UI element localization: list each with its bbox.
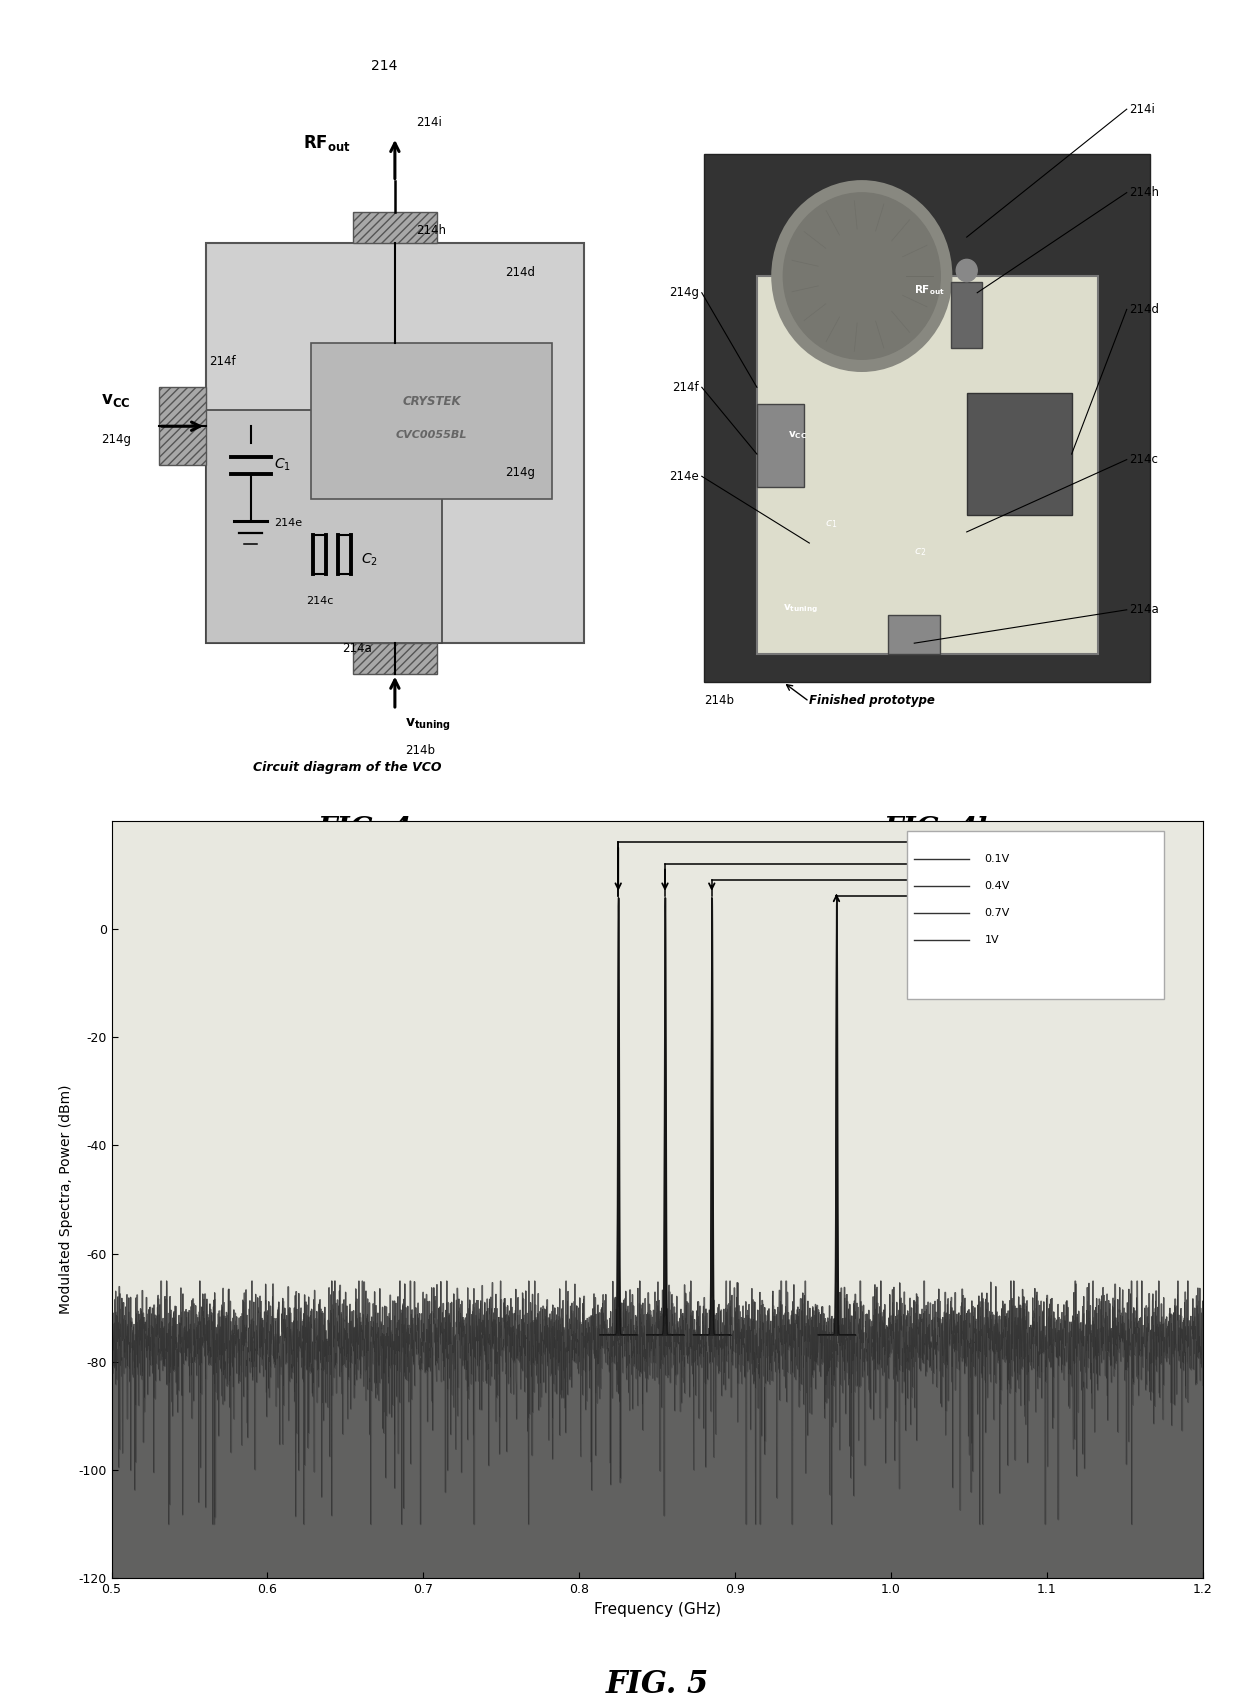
Text: $\mathbf{v_{CC}}$: $\mathbf{v_{CC}}$ bbox=[102, 390, 130, 409]
Text: 214e: 214e bbox=[670, 470, 699, 484]
Text: $C_1$: $C_1$ bbox=[274, 456, 291, 473]
Text: $\mathbf{v_{tuning}}$: $\mathbf{v_{tuning}}$ bbox=[405, 716, 451, 733]
FancyBboxPatch shape bbox=[311, 343, 552, 499]
Text: 0.1V: 0.1V bbox=[985, 854, 1009, 864]
Text: 214a: 214a bbox=[342, 641, 372, 655]
FancyBboxPatch shape bbox=[353, 643, 436, 674]
Text: 214b: 214b bbox=[405, 745, 435, 757]
Text: 214b: 214b bbox=[704, 694, 734, 708]
Text: 214i: 214i bbox=[415, 115, 441, 129]
FancyBboxPatch shape bbox=[756, 277, 1097, 655]
Text: $C_2$: $C_2$ bbox=[361, 552, 378, 568]
Circle shape bbox=[784, 193, 940, 360]
Text: 214e: 214e bbox=[274, 518, 303, 528]
Text: 214h: 214h bbox=[1130, 187, 1159, 199]
Text: $\mathbf{v_{CC}}$: $\mathbf{v_{CC}}$ bbox=[789, 429, 807, 441]
Text: 214h: 214h bbox=[415, 224, 446, 238]
FancyBboxPatch shape bbox=[159, 387, 206, 465]
Text: 214c: 214c bbox=[1130, 453, 1158, 467]
FancyBboxPatch shape bbox=[206, 243, 584, 643]
FancyBboxPatch shape bbox=[756, 404, 804, 487]
Text: FIG. 4b: FIG. 4b bbox=[884, 816, 997, 843]
FancyBboxPatch shape bbox=[906, 832, 1164, 1000]
Text: 214: 214 bbox=[371, 59, 398, 73]
Y-axis label: Modulated Spectra, Power (dBm): Modulated Spectra, Power (dBm) bbox=[58, 1084, 73, 1313]
Text: 214g: 214g bbox=[102, 433, 131, 446]
Text: 214d: 214d bbox=[1130, 304, 1159, 316]
Text: 1V: 1V bbox=[985, 935, 999, 945]
Text: 214d: 214d bbox=[505, 266, 536, 278]
Text: $c_2$: $c_2$ bbox=[914, 546, 926, 558]
FancyBboxPatch shape bbox=[704, 154, 1151, 682]
FancyBboxPatch shape bbox=[206, 409, 443, 643]
Text: 214c: 214c bbox=[306, 596, 334, 606]
Text: 214f: 214f bbox=[208, 355, 236, 368]
Text: 0.4V: 0.4V bbox=[985, 881, 1009, 891]
Text: $c_1$: $c_1$ bbox=[825, 518, 837, 529]
Text: 0.7V: 0.7V bbox=[985, 908, 1009, 918]
Text: Finished prototype: Finished prototype bbox=[810, 694, 935, 708]
Text: $\mathbf{RF_{out}}$: $\mathbf{RF_{out}}$ bbox=[914, 283, 945, 297]
Text: 214a: 214a bbox=[1130, 604, 1159, 616]
Circle shape bbox=[773, 182, 951, 370]
X-axis label: Frequency (GHz): Frequency (GHz) bbox=[594, 1602, 720, 1617]
FancyBboxPatch shape bbox=[888, 616, 940, 655]
Text: 214g: 214g bbox=[670, 287, 699, 299]
Circle shape bbox=[956, 260, 977, 282]
Text: 214f: 214f bbox=[672, 380, 699, 394]
Text: $\mathbf{v_{tuning}}$: $\mathbf{v_{tuning}}$ bbox=[784, 602, 818, 614]
Text: FIG. 4a: FIG. 4a bbox=[317, 816, 430, 843]
FancyBboxPatch shape bbox=[951, 282, 982, 348]
Text: 214g: 214g bbox=[505, 467, 536, 479]
Text: FIG. 5: FIG. 5 bbox=[605, 1670, 709, 1697]
FancyBboxPatch shape bbox=[353, 212, 436, 243]
FancyBboxPatch shape bbox=[967, 394, 1071, 516]
Text: $\mathbf{RF_{out}}$: $\mathbf{RF_{out}}$ bbox=[303, 132, 351, 153]
Text: CVC0055BL: CVC0055BL bbox=[396, 429, 467, 440]
Text: Circuit diagram of the VCO: Circuit diagram of the VCO bbox=[253, 762, 441, 774]
Text: CRYSTEK: CRYSTEK bbox=[402, 395, 461, 407]
Text: 214i: 214i bbox=[1130, 104, 1156, 115]
